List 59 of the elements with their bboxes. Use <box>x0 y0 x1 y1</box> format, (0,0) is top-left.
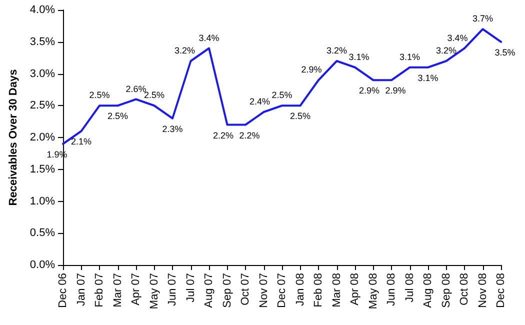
data-label: 2.2% <box>212 130 234 140</box>
x-tick-label: Jan 07 <box>75 273 88 306</box>
data-label: 3.2% <box>174 46 196 56</box>
y-tick-label: 0.5% <box>30 227 56 240</box>
x-tick-label: May 07 <box>148 273 160 310</box>
x-tick-label: Mar 08 <box>330 273 343 308</box>
x-tick-label: Apr 08 <box>349 273 361 306</box>
y-axis-title: Receivables Over 30 Days <box>8 69 20 206</box>
data-label: 2.4% <box>249 96 270 106</box>
x-tick-label: Feb 07 <box>94 273 106 308</box>
x-tick-label: Dec 06 <box>57 273 69 308</box>
y-tick-label: 2.0% <box>30 132 56 144</box>
x-tick-label: Oct 07 <box>240 273 252 306</box>
x-tick-label: Nov 07 <box>258 273 270 308</box>
data-label: 2.5% <box>290 111 311 122</box>
data-label: 2.2% <box>239 130 260 140</box>
x-tick-label: Aug 07 <box>203 273 215 308</box>
data-label: 2.5% <box>272 90 292 100</box>
data-label: 2.5% <box>144 90 165 100</box>
data-label: 3.4% <box>447 32 468 43</box>
data-label: 2.1% <box>70 136 92 147</box>
x-tick-label: May 08 <box>367 273 380 310</box>
x-tick-label: Jul 08 <box>404 273 416 302</box>
data-label: 3.1% <box>399 52 420 62</box>
y-tick-label: 2.5% <box>30 100 56 112</box>
y-tick-label: 1.5% <box>30 163 56 176</box>
x-tick-label: Sep 07 <box>221 273 234 308</box>
x-tick-label: Aug 08 <box>422 273 434 308</box>
data-label: 3.7% <box>472 14 494 24</box>
y-tick-label: 3.5% <box>30 36 56 48</box>
data-label: 2.6% <box>126 84 146 94</box>
x-tick-label: Mar 07 <box>112 273 124 308</box>
data-label: 2.9% <box>385 86 406 96</box>
x-tick-label: Dec 08 <box>495 273 507 308</box>
x-tick-label: Feb 08 <box>312 273 324 308</box>
x-tick-label: Jan 08 <box>294 273 306 306</box>
y-tick-label: 3.0% <box>30 68 56 80</box>
data-label: 3.2% <box>436 46 457 56</box>
data-label: 3.1% <box>348 52 370 62</box>
y-tick-label: 0.0% <box>30 259 56 271</box>
data-label: 3.2% <box>326 46 348 56</box>
data-label: 3.4% <box>198 32 220 43</box>
x-tick-label: Jun 07 <box>166 273 178 306</box>
y-tick-label: 4.0% <box>30 4 56 16</box>
x-tick-label: Nov 08 <box>476 273 489 308</box>
y-tick-label: 1.0% <box>30 195 56 208</box>
data-label: 2.3% <box>162 124 183 134</box>
data-label: 3.1% <box>418 72 438 83</box>
x-tick-label: Oct 08 <box>458 273 470 306</box>
data-label: 2.9% <box>301 64 322 75</box>
data-label: 2.5% <box>89 90 110 100</box>
x-tick-label: Apr 07 <box>130 273 142 306</box>
data-label: 3.5% <box>494 47 516 58</box>
x-tick-label: Sep 08 <box>440 273 452 308</box>
data-label: 2.9% <box>358 86 380 96</box>
x-tick-label: Dec 07 <box>276 273 288 308</box>
data-label: 2.5% <box>107 111 128 122</box>
x-tick-label: Jun 08 <box>386 273 398 306</box>
x-tick-label: Jul 07 <box>184 273 197 302</box>
